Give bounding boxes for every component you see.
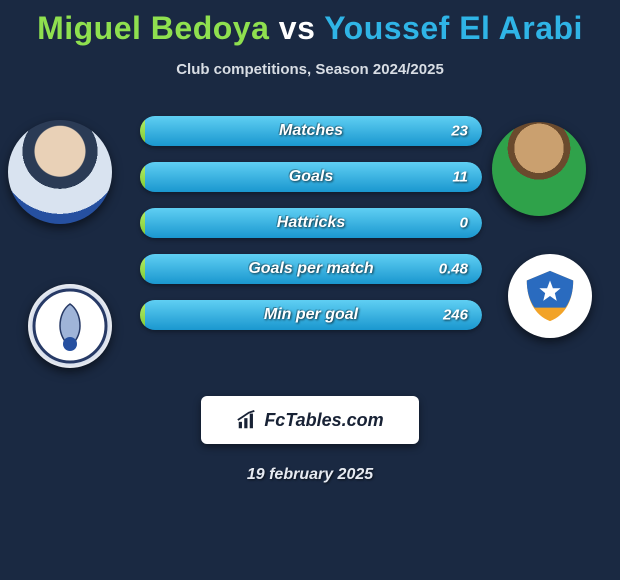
player2-club-badge	[508, 254, 592, 338]
player1-avatar	[8, 120, 112, 224]
chart-icon	[236, 409, 258, 431]
vs-separator: vs	[279, 10, 316, 46]
stat-label: Goals	[289, 168, 333, 186]
stat-row: Min per goal 246	[140, 300, 482, 330]
player2-avatar	[492, 122, 586, 216]
player1-club-badge	[28, 284, 112, 368]
stat-label: Matches	[279, 122, 343, 140]
stat-value-player2: 11	[452, 169, 468, 186]
stat-row: Matches 23	[140, 116, 482, 146]
player1-name: Miguel Bedoya	[37, 10, 269, 46]
stat-value-player2: 0	[460, 215, 468, 232]
stat-label: Goals per match	[248, 260, 373, 278]
subtitle: Club competitions, Season 2024/2025	[0, 61, 620, 78]
comparison-area: Matches 23 Goals 11 Hattricks 0 Goals per matc…	[0, 108, 620, 368]
player2-name: Youssef El Arabi	[324, 10, 583, 46]
date-text: 19 february 2025	[0, 466, 620, 484]
stat-value-player2: 23	[451, 123, 468, 140]
stat-label: Min per goal	[264, 306, 358, 324]
stat-row: Hattricks 0	[140, 208, 482, 238]
stat-row: Goals per match 0.48	[140, 254, 482, 284]
stat-value-player2: 0.48	[439, 261, 468, 278]
branding-box: FcTables.com	[201, 396, 419, 444]
page-title: Miguel Bedoya vs Youssef El Arabi	[0, 0, 620, 47]
branding-text: FcTables.com	[264, 410, 383, 431]
stat-value-player2: 246	[443, 307, 468, 324]
stats-bars: Matches 23 Goals 11 Hattricks 0 Goals per matc…	[140, 116, 482, 346]
apoel-crest-icon	[521, 267, 579, 325]
apollon-crest-icon	[30, 286, 110, 366]
stat-row: Goals 11	[140, 162, 482, 192]
stat-label: Hattricks	[277, 214, 345, 232]
